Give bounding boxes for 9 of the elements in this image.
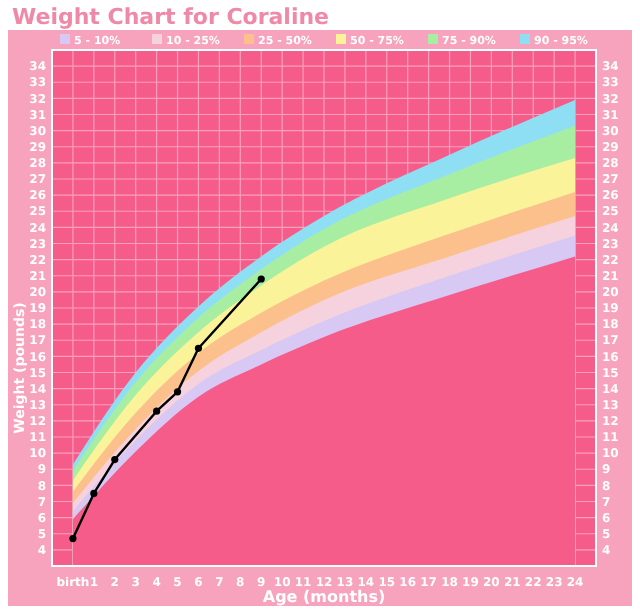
- chart-title: Weight Chart for Coraline: [12, 4, 330, 30]
- point: [173, 388, 182, 396]
- point: [153, 407, 161, 415]
- point: [194, 344, 203, 352]
- point: [69, 534, 77, 543]
- point: [111, 455, 119, 464]
- x-axis-title: Age (months): [262, 588, 386, 606]
- point: [257, 275, 265, 283]
- point: [90, 489, 98, 498]
